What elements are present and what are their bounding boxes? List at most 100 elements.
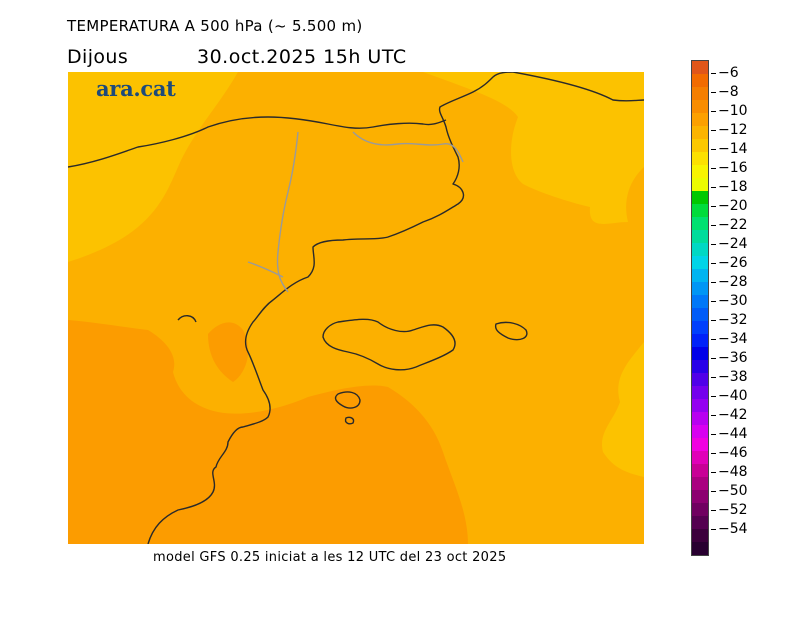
colorbar-label-text: −36 <box>718 350 748 366</box>
colorbar-label: −30 <box>711 294 748 308</box>
chart-title: TEMPERATURA A 500 hPa (~ 5.500 m) <box>67 17 363 35</box>
colorbar-step <box>692 529 708 542</box>
colorbar-step <box>692 438 708 451</box>
colorbar-step <box>692 360 708 373</box>
band-minus-16-top <box>423 72 644 224</box>
colorbar-label-text: −20 <box>718 198 748 214</box>
colorbar-step <box>692 269 708 282</box>
colorbar-step <box>692 230 708 243</box>
colorbar-labels: −6 −8 −10 −12 −14 −16 −18 −20 −22 −24 −26 −28 −30 −32… <box>711 61 771 555</box>
colorbar-step <box>692 126 708 139</box>
colorbar-label: −46 <box>711 446 748 460</box>
colorbar-label-text: −30 <box>718 293 748 309</box>
colorbar-label-text: −26 <box>718 255 748 271</box>
colorbar-label: −16 <box>711 161 748 175</box>
colorbar-step <box>692 399 708 412</box>
model-footer: model GFS 0.25 iniciat a les 12 UTC del … <box>153 550 507 565</box>
colorbar-label: −34 <box>711 332 748 346</box>
forecast-day: Dijous <box>67 46 129 68</box>
colorbar-label-text: −28 <box>718 274 748 290</box>
colorbar-label: −48 <box>711 465 748 479</box>
colorbar-label-text: −22 <box>718 217 748 233</box>
colorbar-label-text: −52 <box>718 502 748 518</box>
colorbar-step <box>692 282 708 295</box>
colorbar-step <box>692 152 708 165</box>
colorbar-label-text: −18 <box>718 179 748 195</box>
colorbar-step <box>692 217 708 230</box>
band-minus-16-right <box>601 342 644 477</box>
colorbar-step <box>692 256 708 269</box>
colorbar-step <box>692 516 708 529</box>
colorbar-label: −14 <box>711 142 748 156</box>
colorbar-step <box>692 243 708 256</box>
colorbar-label-text: −10 <box>718 103 748 119</box>
colorbar-label: −6 <box>711 66 739 80</box>
colorbar-step <box>692 204 708 217</box>
colorbar-label: −26 <box>711 256 748 270</box>
colorbar-label: −54 <box>711 522 748 536</box>
colorbar-label-text: −16 <box>718 160 748 176</box>
colorbar-step <box>692 503 708 516</box>
colorbar-step <box>692 477 708 490</box>
colorbar-step <box>692 113 708 126</box>
ara-cat-logo: ara.cat <box>96 76 176 101</box>
colorbar-label: −44 <box>711 427 748 441</box>
temperature-map <box>68 72 644 544</box>
colorbar-label: −38 <box>711 370 748 384</box>
colorbar-label: −52 <box>711 503 748 517</box>
band-minus-12 <box>68 320 468 544</box>
colorbar-step <box>692 165 708 178</box>
forecast-datetime: 30.oct.2025 15h UTC <box>197 46 407 68</box>
colorbar-label: −18 <box>711 180 748 194</box>
colorbar-label-text: −12 <box>718 122 748 138</box>
colorbar-step <box>692 425 708 438</box>
colorbar-label-text: −32 <box>718 312 748 328</box>
colorbar-step <box>692 386 708 399</box>
colorbar-label: −24 <box>711 237 748 251</box>
colorbar-step <box>692 464 708 477</box>
colorbar-step <box>692 347 708 360</box>
colorbar-label-text: −48 <box>718 464 748 480</box>
colorbar-label-text: −42 <box>718 407 748 423</box>
colorbar-step <box>692 178 708 191</box>
colorbar-step <box>692 308 708 321</box>
colorbar-label-text: −14 <box>718 141 748 157</box>
coastline <box>68 72 644 544</box>
colorbar-step <box>692 74 708 87</box>
colorbar-step <box>692 191 708 204</box>
colorbar-step <box>692 295 708 308</box>
region-borders <box>247 131 464 293</box>
colorbar-label-text: −24 <box>718 236 748 252</box>
colorbar <box>691 60 709 556</box>
colorbar-label-text: −8 <box>718 84 739 100</box>
colorbar-label: −50 <box>711 484 748 498</box>
colorbar-label: −42 <box>711 408 748 422</box>
colorbar-label-text: −50 <box>718 483 748 499</box>
colorbar-label: −36 <box>711 351 748 365</box>
colorbar-label: −40 <box>711 389 748 403</box>
colorbar-label-text: −46 <box>718 445 748 461</box>
colorbar-step <box>692 334 708 347</box>
colorbar-step <box>692 321 708 334</box>
colorbar-label-text: −44 <box>718 426 748 442</box>
colorbar-step <box>692 100 708 113</box>
colorbar-step <box>692 139 708 152</box>
colorbar-label: −20 <box>711 199 748 213</box>
colorbar-step <box>692 87 708 100</box>
colorbar-step <box>692 412 708 425</box>
colorbar-label-text: −40 <box>718 388 748 404</box>
colorbar-step <box>692 373 708 386</box>
colorbar-label-text: −34 <box>718 331 748 347</box>
colorbar-label-text: −6 <box>718 65 739 81</box>
colorbar-label-text: −54 <box>718 521 748 537</box>
band-minus-16 <box>68 72 238 262</box>
colorbar-step <box>692 451 708 464</box>
band-minus-12-b <box>208 322 249 382</box>
colorbar-label: −22 <box>711 218 748 232</box>
colorbar-step <box>692 61 708 74</box>
colorbar-step <box>692 542 708 555</box>
colorbar-label-text: −38 <box>718 369 748 385</box>
colorbar-label: −8 <box>711 85 739 99</box>
colorbar-label: −12 <box>711 123 748 137</box>
colorbar-label: −28 <box>711 275 748 289</box>
